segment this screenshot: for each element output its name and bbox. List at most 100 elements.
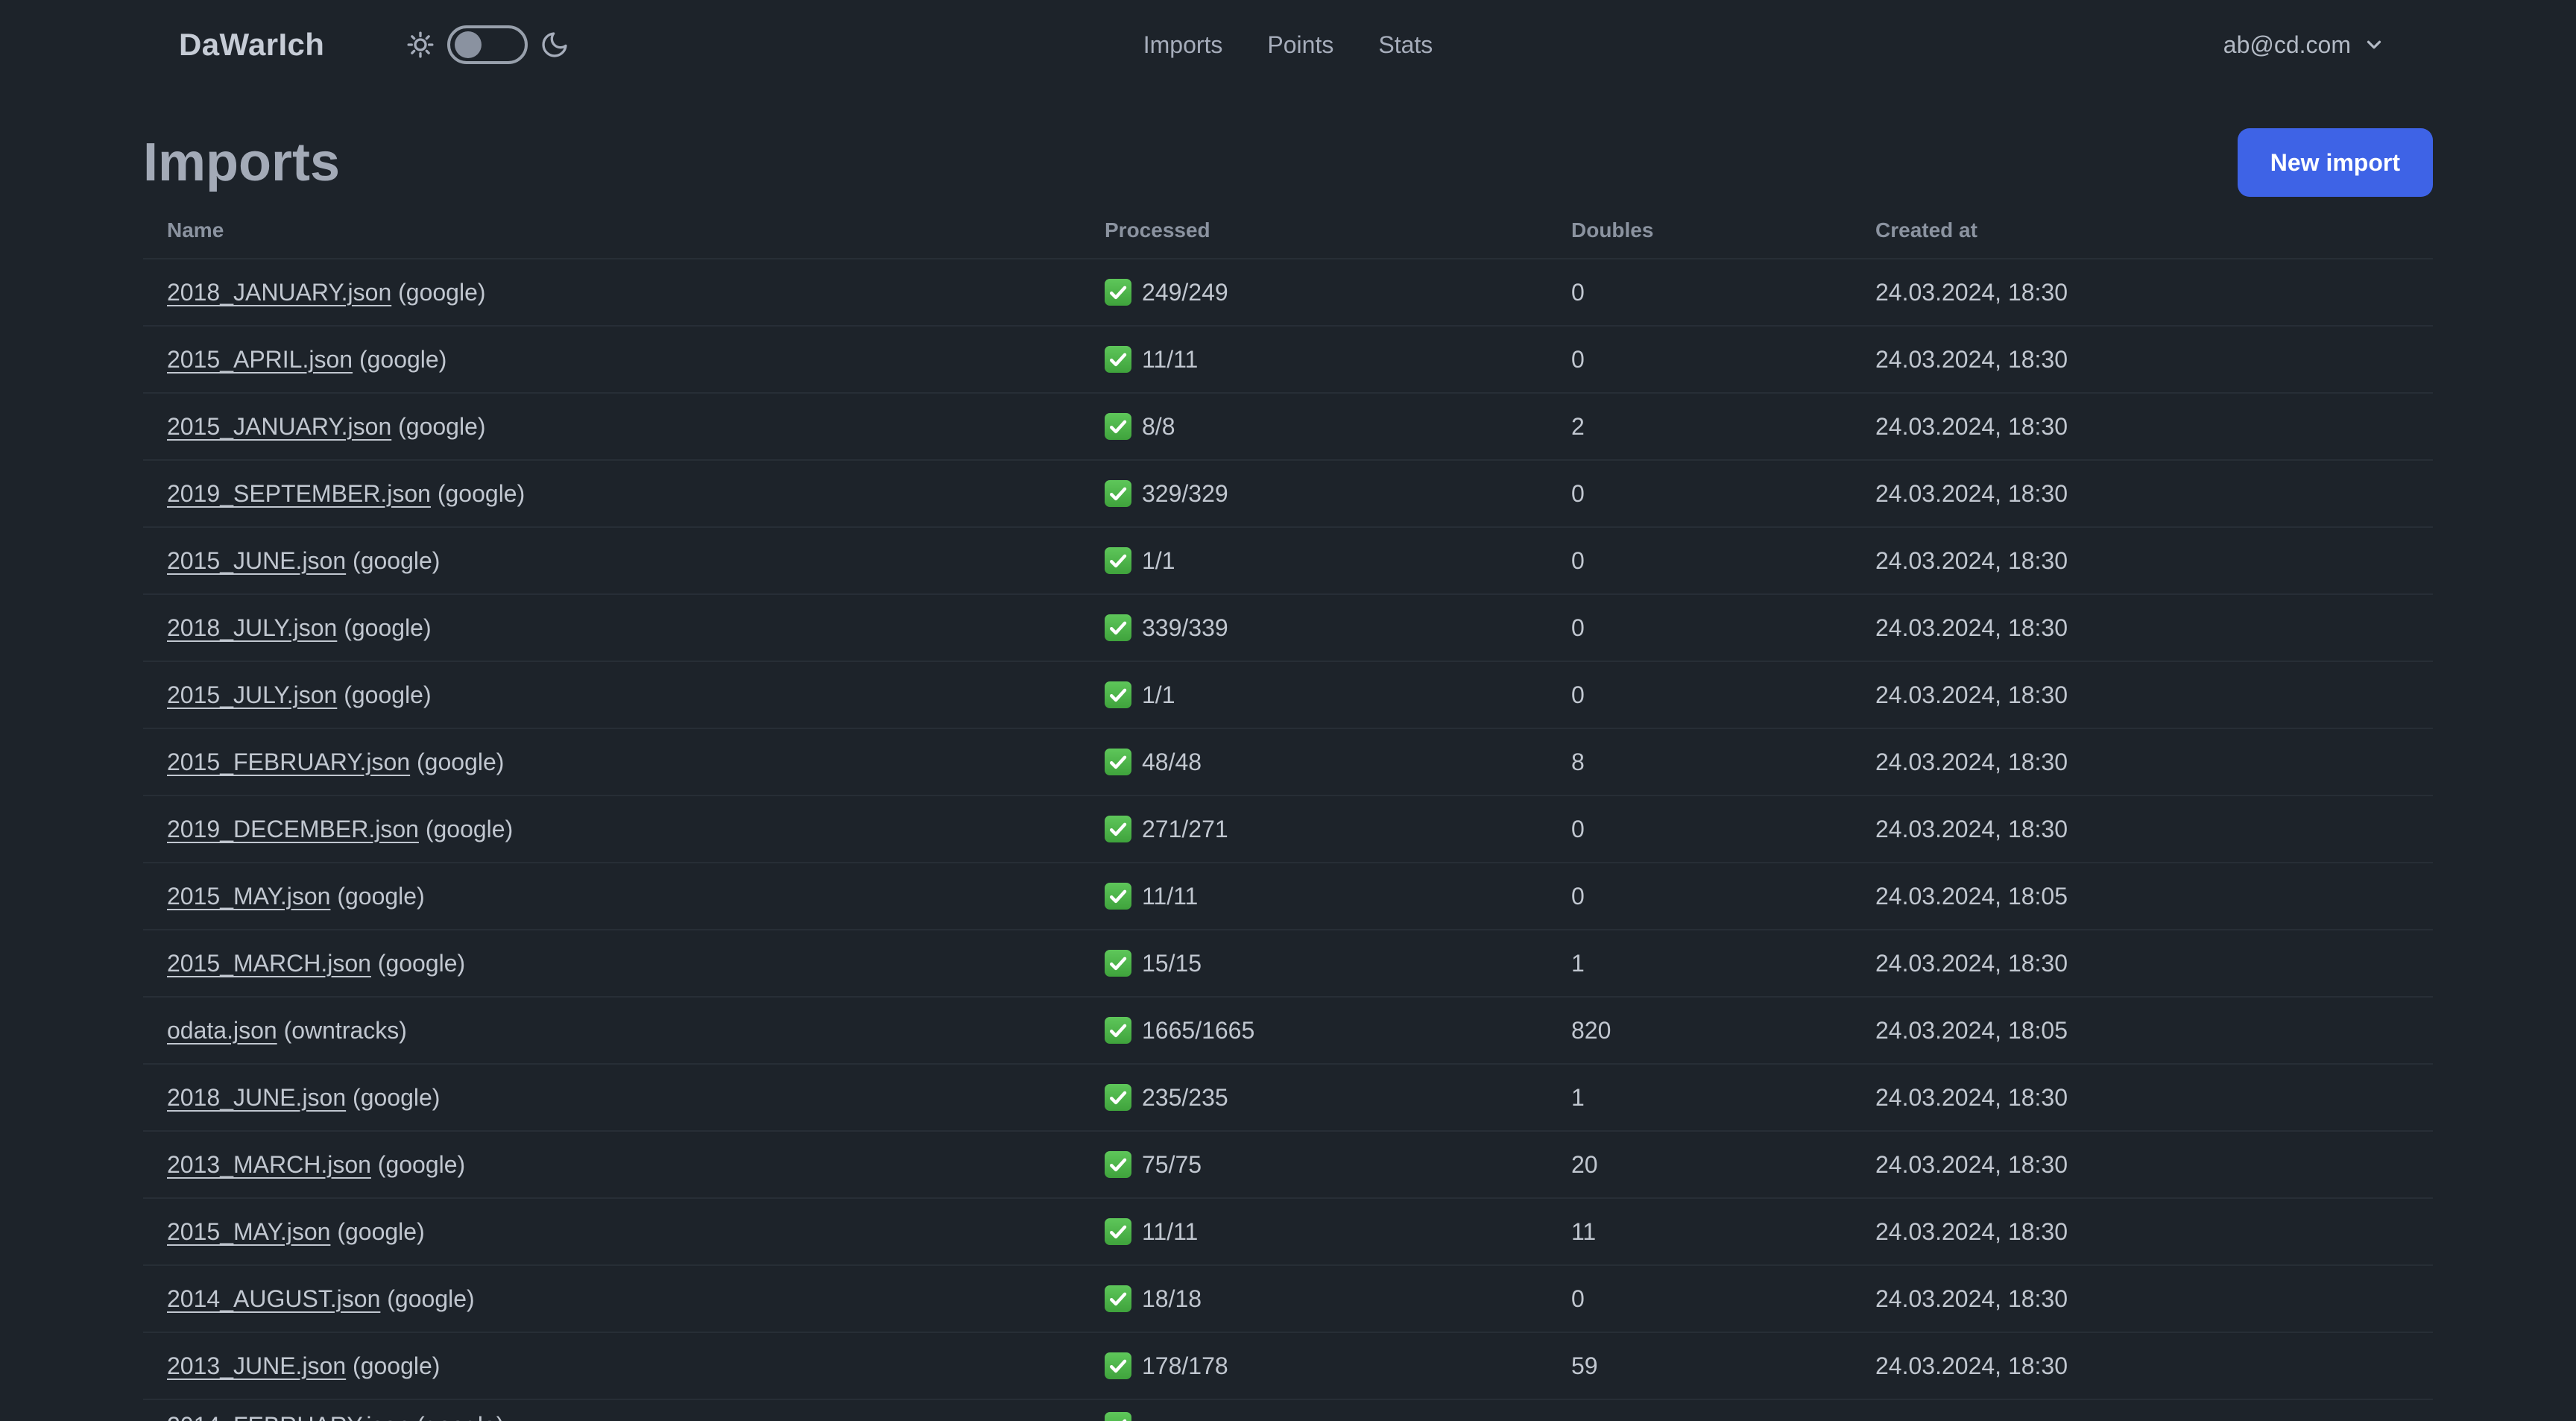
import-source-label: (google) bbox=[398, 278, 486, 306]
column-header-name: Name bbox=[167, 218, 224, 242]
processed-count: 235/235 bbox=[1142, 1083, 1228, 1111]
import-source-label: (google) bbox=[387, 1285, 475, 1312]
import-file-link[interactable]: 2018_JUNE.json bbox=[167, 1083, 347, 1111]
nav-link-imports[interactable]: Imports bbox=[1143, 31, 1223, 58]
check-mark-icon bbox=[1105, 749, 1131, 775]
processed-cell: 1/1 bbox=[1105, 547, 1571, 575]
new-import-button[interactable]: New import bbox=[2237, 128, 2433, 197]
processed-cell: 11/11 bbox=[1105, 1218, 1571, 1246]
table-row: 2014_AUGUST.json (google) 18/ bbox=[143, 1266, 2433, 1333]
import-file-link[interactable]: odata.json bbox=[167, 1016, 277, 1044]
import-source-label: (google) bbox=[344, 614, 432, 641]
import-source-label: (google) bbox=[425, 815, 514, 842]
table-row: 2015_FEBRUARY.json (google) 4 bbox=[143, 729, 2433, 796]
import-file-link[interactable]: 2013_JUNE.json bbox=[167, 1352, 347, 1379]
name-cell: 2018_JUNE.json (google) bbox=[143, 1084, 1105, 1112]
created-at-cell: 24.03.2024, 18:30 bbox=[1875, 345, 2068, 373]
name-cell: 2015_JULY.json (google) bbox=[143, 681, 1105, 709]
nav-link-stats[interactable]: Stats bbox=[1378, 31, 1433, 58]
table-row: 2015_JANUARY.json (google) 8/ bbox=[143, 394, 2433, 461]
import-file-link[interactable]: 2015_JULY.json bbox=[167, 681, 338, 708]
processed-cell bbox=[1105, 1412, 1571, 1421]
doubles-cell: 1 bbox=[1571, 949, 1585, 977]
table-row: 2019_SEPTEMBER.json (google) bbox=[143, 461, 2433, 528]
import-file-link[interactable]: 2015_MAY.json bbox=[167, 882, 331, 910]
doubles-cell: 59 bbox=[1571, 1352, 1598, 1379]
doubles-cell: 0 bbox=[1571, 681, 1585, 708]
import-file-link[interactable]: 2015_APRIL.json bbox=[167, 345, 353, 373]
table-row: odata.json (owntracks) 1665/1 bbox=[143, 998, 2433, 1065]
import-file-link[interactable]: 2019_SEPTEMBER.json bbox=[167, 479, 431, 507]
doubles-cell: 2 bbox=[1571, 412, 1585, 440]
import-file-link[interactable]: 2018_JULY.json bbox=[167, 614, 338, 641]
processed-cell: 11/11 bbox=[1105, 883, 1571, 910]
doubles-cell: 0 bbox=[1571, 815, 1585, 842]
import-source-label: (owntracks) bbox=[283, 1016, 407, 1044]
processed-count: 249/249 bbox=[1142, 278, 1228, 306]
name-cell: odata.json (owntracks) bbox=[143, 1017, 1105, 1045]
name-cell: 2013_MARCH.json (google) bbox=[143, 1151, 1105, 1179]
import-file-link[interactable]: 2019_DECEMBER.json bbox=[167, 815, 419, 842]
imports-table: Name Processed Doubles Created at 2018_J… bbox=[143, 203, 2433, 1421]
import-source-label: (google) bbox=[337, 882, 425, 910]
import-file-link[interactable]: 2015_MARCH.json bbox=[167, 949, 371, 977]
theme-toggle[interactable] bbox=[447, 25, 528, 64]
check-mark-icon bbox=[1105, 480, 1131, 507]
import-file-link[interactable]: 2015_JUNE.json bbox=[167, 546, 347, 574]
created-at-cell: 24.03.2024, 18:30 bbox=[1875, 1352, 2068, 1379]
check-mark-icon bbox=[1105, 1412, 1131, 1421]
name-cell: 2015_FEBRUARY.json (google) bbox=[143, 749, 1105, 776]
table-row: 2015_APRIL.json (google) 11/1 bbox=[143, 327, 2433, 394]
name-cell: 2018_JULY.json (google) bbox=[143, 614, 1105, 642]
import-file-link[interactable]: 2015_MAY.json bbox=[167, 1217, 331, 1245]
table-row: 2015_JULY.json (google) 1/1 bbox=[143, 662, 2433, 729]
doubles-cell: 0 bbox=[1571, 614, 1585, 641]
doubles-cell: 0 bbox=[1571, 479, 1585, 507]
import-source-label: (google) bbox=[359, 345, 447, 373]
import-source-label: (google) bbox=[398, 412, 486, 440]
name-cell: 2015_JANUARY.json (google) bbox=[143, 413, 1105, 441]
check-mark-icon bbox=[1105, 950, 1131, 977]
check-mark-icon bbox=[1105, 1352, 1131, 1379]
table-row: 2013_MARCH.json (google) 75/7 bbox=[143, 1132, 2433, 1199]
table-row: 2015_JUNE.json (google) 1/1 bbox=[143, 528, 2433, 595]
doubles-cell: 820 bbox=[1571, 1016, 1611, 1044]
table-row: 2019_DECEMBER.json (google) 2 bbox=[143, 796, 2433, 863]
processed-count: 271/271 bbox=[1142, 815, 1228, 842]
user-menu[interactable]: ab@cd.com bbox=[2223, 0, 2385, 89]
processed-count: 75/75 bbox=[1142, 1150, 1202, 1178]
import-source-label: (google) bbox=[344, 681, 432, 708]
check-mark-icon bbox=[1105, 1017, 1131, 1044]
created-at-cell: 24.03.2024, 18:30 bbox=[1875, 1285, 2068, 1312]
processed-cell: 329/329 bbox=[1105, 480, 1571, 508]
processed-count: 1/1 bbox=[1142, 546, 1175, 574]
column-header-processed: Processed bbox=[1105, 218, 1210, 242]
theme-toggle-group bbox=[405, 0, 569, 89]
name-cell: 2014_AUGUST.json (google) bbox=[143, 1285, 1105, 1313]
import-file-link[interactable]: 2014_AUGUST.json bbox=[167, 1285, 381, 1312]
app-logo[interactable]: DaWarIch bbox=[179, 0, 324, 89]
import-file-link[interactable]: 2015_JANUARY.json bbox=[167, 412, 392, 440]
created-at-cell: 24.03.2024, 18:30 bbox=[1875, 1083, 2068, 1111]
processed-cell: 178/178 bbox=[1105, 1352, 1571, 1380]
nav-link-points[interactable]: Points bbox=[1267, 31, 1334, 58]
processed-count: 11/11 bbox=[1142, 345, 1199, 373]
created-at-cell: 24.03.2024, 18:30 bbox=[1875, 815, 2068, 842]
import-source-label: (google) bbox=[337, 1217, 425, 1245]
processed-count: 339/339 bbox=[1142, 614, 1228, 641]
table-row: 2015_MAY.json (google) 11/11 bbox=[143, 863, 2433, 930]
check-mark-icon bbox=[1105, 816, 1131, 842]
import-source-label: (google) bbox=[377, 1150, 466, 1178]
import-file-link[interactable]: 2015_FEBRUARY.json bbox=[167, 748, 411, 775]
doubles-cell: 8 bbox=[1571, 748, 1585, 775]
processed-count: 1/1 bbox=[1142, 681, 1175, 708]
doubles-cell: 11 bbox=[1571, 1217, 1597, 1245]
import-file-link[interactable]: 2014_FEBRUARY.json bbox=[167, 1412, 410, 1421]
import-file-link[interactable]: 2018_JANUARY.json bbox=[167, 278, 392, 306]
page-title: Imports bbox=[143, 133, 341, 192]
processed-cell: 235/235 bbox=[1105, 1084, 1571, 1112]
created-at-cell: 24.03.2024, 18:30 bbox=[1875, 614, 2068, 641]
check-mark-icon bbox=[1105, 413, 1131, 440]
import-file-link[interactable]: 2013_MARCH.json bbox=[167, 1150, 371, 1178]
main-content: Imports New import Name Processed Double… bbox=[143, 89, 2433, 1421]
